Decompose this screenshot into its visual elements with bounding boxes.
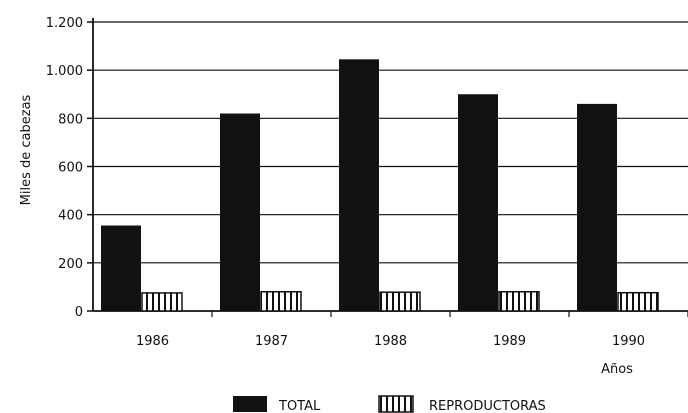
y-axis-label: Miles de cabezas bbox=[19, 94, 34, 205]
bar-reproductoras-1988 bbox=[379, 291, 421, 312]
bar-reproductoras-1989 bbox=[498, 290, 540, 312]
y-tick-label: 0 bbox=[75, 305, 83, 320]
x-tick-label: 1988 bbox=[374, 334, 407, 349]
x-axis-label: Años bbox=[601, 362, 633, 377]
legend-swatch-total bbox=[233, 396, 267, 412]
bar-total-1987 bbox=[220, 113, 260, 312]
y-tick-label: 200 bbox=[58, 257, 83, 272]
x-tick-label: 1989 bbox=[493, 334, 526, 349]
y-tick-label: 800 bbox=[58, 112, 83, 127]
bar-reproductoras-1986 bbox=[141, 292, 183, 312]
y-tick-label: 400 bbox=[58, 209, 83, 224]
legend: TOTAL REPRODUCTORAS bbox=[233, 395, 546, 413]
bar-reproductoras-1987 bbox=[260, 290, 302, 312]
x-tick-label: 1987 bbox=[255, 334, 288, 349]
legend-label-reproductoras: REPRODUCTORAS bbox=[429, 399, 546, 413]
legend-label-total: TOTAL bbox=[278, 399, 321, 413]
x-tick-label: 1986 bbox=[136, 334, 169, 349]
bars bbox=[101, 59, 659, 312]
y-tick-label: 1.200 bbox=[46, 16, 83, 31]
y-tick-label: 600 bbox=[58, 161, 83, 176]
bar-total-1988 bbox=[339, 59, 379, 312]
x-tick-label: 1990 bbox=[612, 334, 645, 349]
legend-swatch-reproductoras bbox=[378, 395, 414, 413]
bar-reproductoras-1990 bbox=[617, 291, 659, 312]
y-tick-labels: 0 200 400 600 800 1.000 1.200 bbox=[46, 16, 83, 320]
x-tick-labels: 1986 1987 1988 1989 1990 bbox=[136, 334, 645, 349]
bar-total-1990 bbox=[577, 103, 617, 311]
y-tick-label: 1.000 bbox=[46, 64, 83, 79]
bar-total-1989 bbox=[458, 94, 498, 311]
bar-total-1986 bbox=[101, 225, 141, 311]
